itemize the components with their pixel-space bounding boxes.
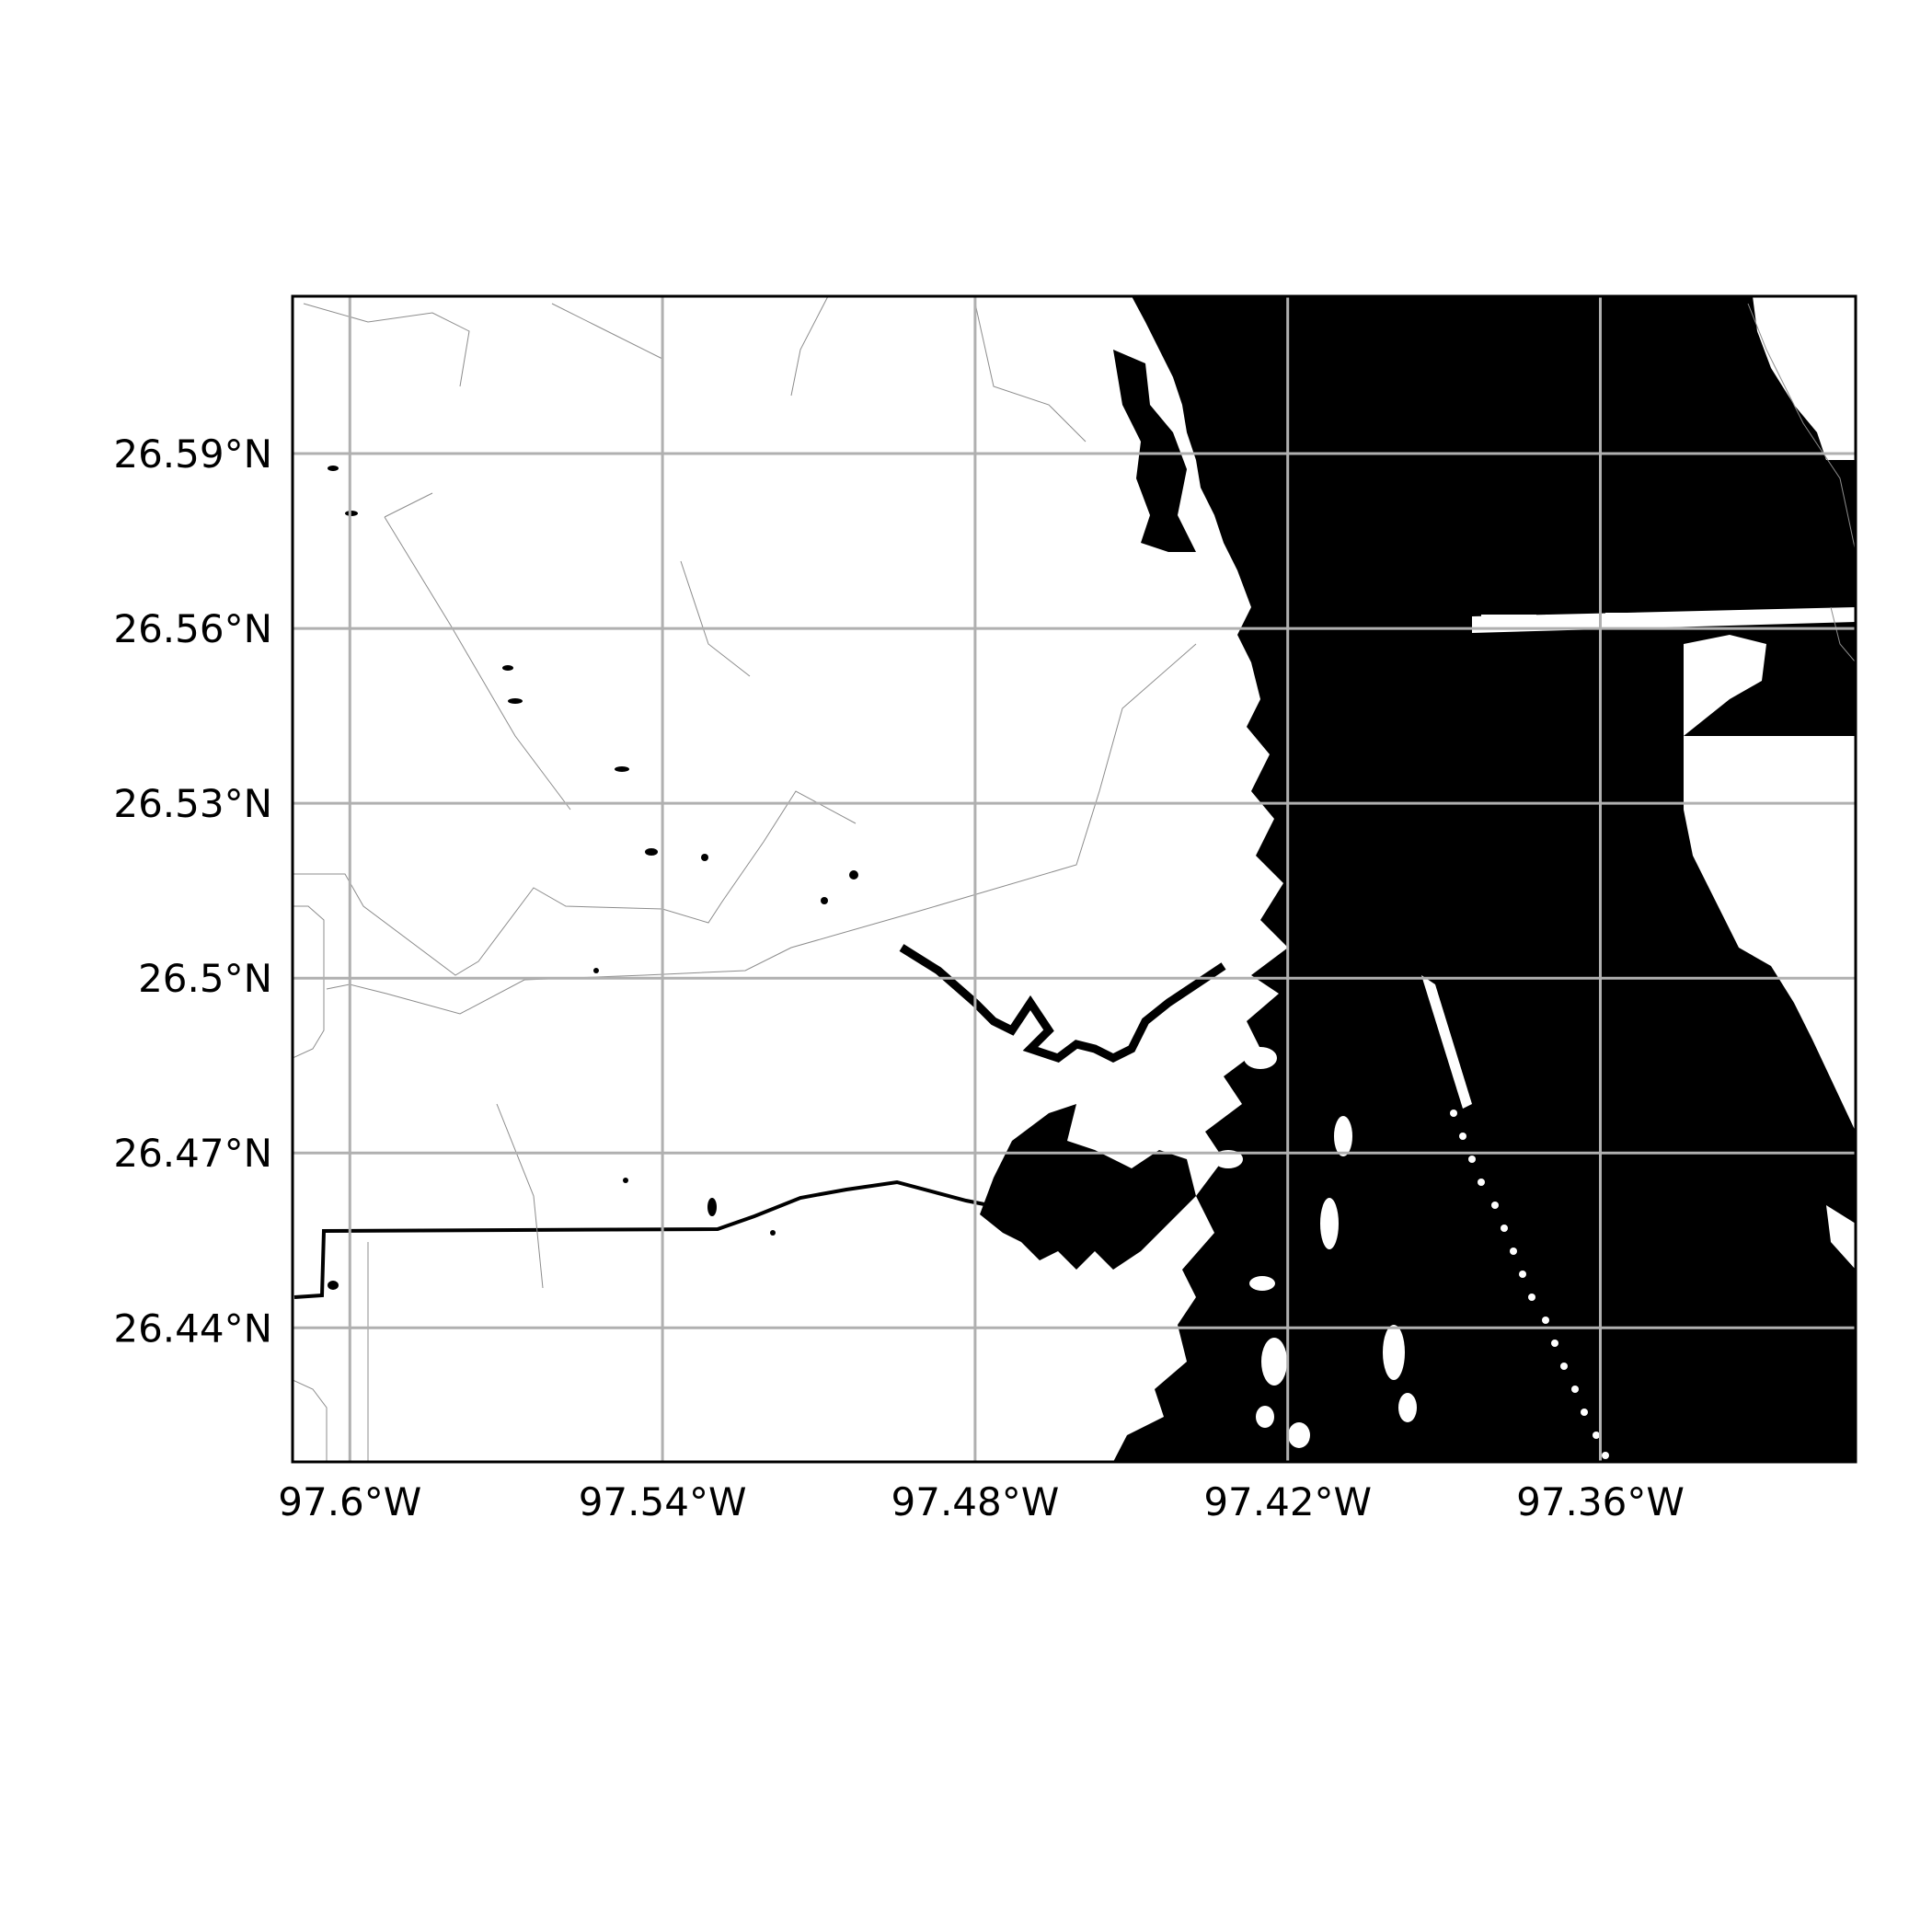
y-tick-label: 26.53°N [113,781,272,826]
inland-ponds [328,466,858,1290]
x-tick-label: 97.42°W [1203,1479,1372,1524]
x-tick-label: 97.48°W [891,1479,1060,1524]
drainage-canal [294,1182,989,1297]
arroyo-colorado [902,948,1224,1058]
x-tick-label: 97.36°W [1516,1479,1685,1524]
x-tick-label: 97.6°W [278,1479,421,1524]
map-layers [293,296,1856,1462]
x-tick-label: 97.54°W [579,1479,747,1524]
y-tick-labels: 26.59°N 26.56°N 26.53°N 26.5°N 26.47°N 26.44°… [113,431,272,1351]
y-tick-label: 26.59°N [113,431,272,477]
x-tick-labels: 97.6°W 97.54°W 97.48°W 97.42°W 97.36°W [278,1479,1685,1524]
y-tick-label: 26.44°N [113,1305,272,1351]
y-tick-label: 26.47°N [113,1131,272,1176]
y-tick-label: 26.5°N [138,956,272,1001]
marsh-complex-south [980,1104,1196,1270]
y-tick-label: 26.56°N [113,606,272,651]
